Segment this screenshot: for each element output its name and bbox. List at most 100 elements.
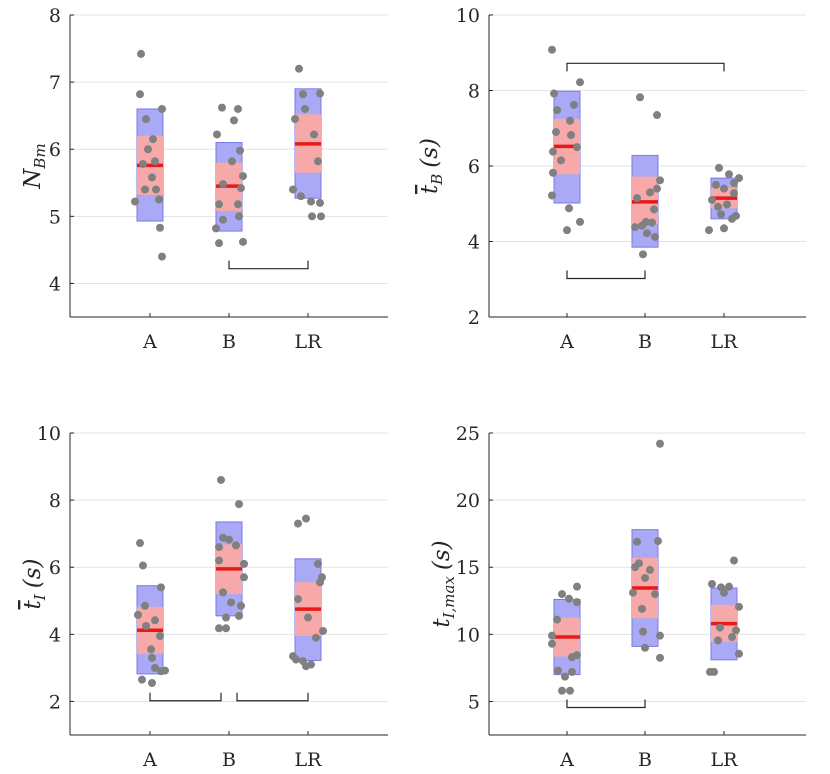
data-point <box>310 130 318 139</box>
data-point <box>735 602 743 611</box>
data-point <box>149 135 157 144</box>
data-point <box>307 197 315 206</box>
group-b <box>212 103 247 248</box>
data-point <box>317 212 325 221</box>
data-point <box>567 131 575 140</box>
x-tick-label: LR <box>711 331 739 353</box>
data-point <box>144 145 152 154</box>
data-point <box>656 439 664 448</box>
data-point <box>297 192 305 201</box>
data-point <box>212 224 220 233</box>
group-a <box>548 582 581 695</box>
data-point <box>570 100 578 109</box>
data-point <box>137 49 145 58</box>
data-point <box>717 210 725 219</box>
y-tick-label: 10 <box>37 423 61 445</box>
data-point <box>553 615 561 624</box>
panel-t-i-max: 5 10 15 20 25 A B LR tI,max (s) <box>429 423 806 771</box>
y-label-main: t <box>417 184 443 194</box>
data-point <box>228 157 236 166</box>
data-point <box>552 128 560 137</box>
y-label-main: t <box>20 599 46 609</box>
y-label-unit: (s) <box>417 138 443 168</box>
data-point <box>148 173 156 182</box>
group-lr <box>289 64 325 221</box>
data-point <box>638 221 646 230</box>
data-point <box>558 686 566 695</box>
data-point <box>712 180 720 189</box>
y-axis-label: tB (s) <box>417 138 446 194</box>
group-b <box>629 439 664 662</box>
data-point <box>152 185 160 194</box>
data-point <box>237 184 245 193</box>
data-point <box>316 89 324 98</box>
y-axis-label: NBm <box>20 143 49 189</box>
data-point <box>291 115 299 124</box>
data-point <box>576 78 584 87</box>
data-point <box>646 188 654 197</box>
data-point <box>142 115 150 124</box>
data-point <box>217 475 225 484</box>
data-point <box>705 226 713 235</box>
data-point <box>720 224 728 233</box>
data-point <box>316 578 324 587</box>
data-point <box>295 64 303 73</box>
data-point <box>651 232 659 241</box>
y-tick-label: 5 <box>468 691 480 713</box>
group-lr <box>705 163 743 235</box>
data-point <box>301 104 309 113</box>
data-point <box>548 631 556 640</box>
data-point <box>573 598 581 607</box>
data-point <box>656 176 664 185</box>
group-a <box>131 49 166 261</box>
data-point <box>549 168 557 177</box>
data-point <box>227 598 235 607</box>
x-tick-label: A <box>142 331 157 353</box>
data-point <box>294 519 302 528</box>
x-tick-label: LR <box>711 749 739 771</box>
data-point <box>735 649 743 658</box>
data-point <box>710 667 718 676</box>
data-point <box>548 639 556 648</box>
x-tick-label: B <box>638 331 652 353</box>
data-point <box>240 559 248 568</box>
data-point <box>156 223 164 232</box>
data-point <box>553 106 561 115</box>
data-point <box>138 675 146 684</box>
data-point <box>648 218 656 227</box>
data-point <box>629 588 637 597</box>
data-point <box>565 594 573 603</box>
data-point <box>319 626 327 635</box>
data-point <box>147 645 155 654</box>
data-point <box>548 191 556 200</box>
panel-n-bm: 4 5 6 7 8 A B LR NBm <box>20 5 388 353</box>
data-point <box>134 610 142 619</box>
data-point <box>633 194 641 203</box>
data-point <box>215 624 223 633</box>
data-point <box>730 556 738 565</box>
data-point <box>225 535 233 544</box>
data-point <box>565 204 573 213</box>
data-point <box>230 116 238 125</box>
x-tick-label: A <box>559 331 574 353</box>
group-a <box>548 45 584 235</box>
x-tick-label: LR <box>295 331 323 353</box>
data-point <box>568 667 576 676</box>
significance-bracket <box>149 692 222 702</box>
data-point <box>141 601 149 610</box>
y-tick-label: 15 <box>456 557 480 579</box>
y-tick-label: 25 <box>456 423 480 445</box>
data-point <box>656 631 664 640</box>
data-point <box>550 89 558 98</box>
data-point <box>576 217 584 226</box>
y-axis-label: tI,max (s) <box>429 540 458 627</box>
data-point <box>646 565 654 574</box>
group-a <box>134 539 169 687</box>
x-tick-label: A <box>559 749 574 771</box>
data-point <box>557 156 565 165</box>
y-label-sub: I <box>31 593 49 601</box>
y-tick-label: 7 <box>49 72 61 94</box>
data-point <box>219 180 227 189</box>
